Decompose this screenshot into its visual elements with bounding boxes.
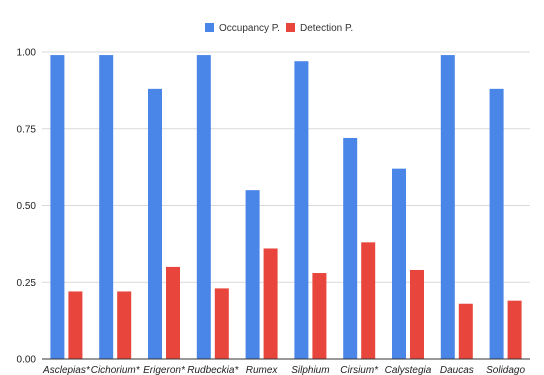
x-tick-label: Cirsium* xyxy=(340,365,379,375)
bar-occupancy xyxy=(148,88,162,359)
bar-detection xyxy=(410,269,424,359)
bar-detection xyxy=(361,242,376,359)
bar-detection xyxy=(68,291,83,359)
bar-detection xyxy=(312,273,327,359)
x-tick-label: Daucas xyxy=(440,365,474,375)
bar-occupancy xyxy=(343,137,358,359)
y-axis-ticks: 0.00 0.25 0.50 0.75 1.00 xyxy=(17,48,37,366)
y-tick-label: 1.00 xyxy=(17,48,37,59)
y-tick-label: 0.75 xyxy=(17,124,37,135)
chart-legend: Occupancy P. Detection P. xyxy=(205,23,353,34)
bar-occupancy xyxy=(50,55,65,359)
legend-swatch xyxy=(205,23,214,32)
bar-occupancy xyxy=(99,55,114,359)
x-tick-label: Calystegia xyxy=(385,365,432,375)
legend-label: Occupancy P. xyxy=(219,23,280,34)
x-tick-label: Asclepias* xyxy=(42,365,91,375)
y-tick-label: 0.00 xyxy=(17,355,37,366)
bar-occupancy xyxy=(489,88,504,359)
bar-occupancy xyxy=(440,55,455,359)
bar-detection xyxy=(117,291,132,359)
gridlines xyxy=(42,51,530,283)
bar-occupancy xyxy=(294,61,309,360)
legend-label: Detection P. xyxy=(300,23,353,34)
bar-detection xyxy=(458,303,473,359)
bars xyxy=(50,55,522,360)
x-tick-label: Rudbeckia* xyxy=(187,365,239,375)
bar-detection xyxy=(166,266,180,359)
bar-detection xyxy=(263,248,278,359)
legend-swatch xyxy=(286,23,295,32)
x-tick-label: Solidago xyxy=(486,365,525,375)
bar-detection xyxy=(214,288,229,359)
x-tick-label: Erigeron* xyxy=(143,365,186,375)
y-tick-label: 0.25 xyxy=(17,278,37,289)
bar-occupancy xyxy=(392,168,406,359)
y-tick-label: 0.50 xyxy=(17,201,37,212)
bar-occupancy xyxy=(196,55,211,359)
x-tick-label: Rumex xyxy=(246,365,279,375)
x-tick-label: Cichorium* xyxy=(91,365,141,375)
bar-occupancy xyxy=(245,190,260,359)
x-tick-label: Silphium xyxy=(291,365,329,375)
bar-detection xyxy=(507,300,522,359)
x-axis-labels: Asclepias* Cichorium* Erigeron* Rudbeckia* R… xyxy=(42,365,525,375)
